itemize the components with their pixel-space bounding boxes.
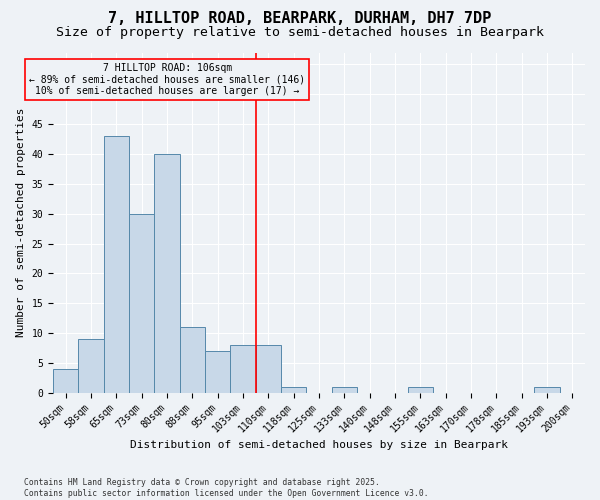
Bar [129, 214, 154, 392]
Bar [256, 345, 281, 393]
Bar [104, 136, 129, 392]
Text: 7 HILLTOP ROAD: 106sqm
← 89% of semi-detached houses are smaller (146)
10% of se: 7 HILLTOP ROAD: 106sqm ← 89% of semi-det… [29, 62, 305, 96]
Text: 7, HILLTOP ROAD, BEARPARK, DURHAM, DH7 7DP: 7, HILLTOP ROAD, BEARPARK, DURHAM, DH7 7… [109, 11, 491, 26]
Bar [53, 369, 79, 392]
Bar [281, 387, 307, 392]
Text: Contains HM Land Registry data © Crown copyright and database right 2025.
Contai: Contains HM Land Registry data © Crown c… [24, 478, 428, 498]
Bar [230, 345, 256, 393]
Text: Size of property relative to semi-detached houses in Bearpark: Size of property relative to semi-detach… [56, 26, 544, 39]
Bar [180, 327, 205, 392]
Bar [154, 154, 180, 392]
Bar [535, 387, 560, 392]
Bar [332, 387, 357, 392]
Bar [205, 351, 230, 393]
X-axis label: Distribution of semi-detached houses by size in Bearpark: Distribution of semi-detached houses by … [130, 440, 508, 450]
Y-axis label: Number of semi-detached properties: Number of semi-detached properties [16, 108, 26, 338]
Bar [407, 387, 433, 392]
Bar [79, 339, 104, 392]
